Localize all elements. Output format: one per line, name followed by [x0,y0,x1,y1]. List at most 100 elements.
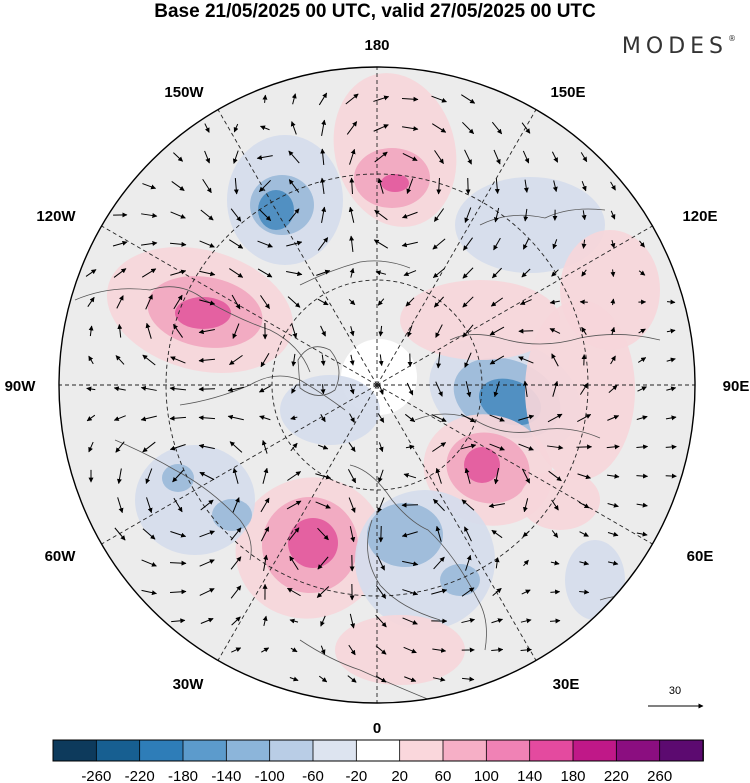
colorbar-segment [529,739,574,762]
wind-vector [490,297,504,307]
wind-vector [316,586,330,598]
map-title: Base 21/05/2025 00 UTC, valid 27/05/2025… [154,1,596,22]
wind-vector [288,208,300,222]
wind-vector [431,588,448,595]
wind-vector [349,354,355,366]
wind-vector [260,526,270,542]
colorbar-segment [615,739,661,762]
wind-vector [348,298,356,306]
wind-vector [316,269,331,276]
anomaly-blob [335,615,465,685]
wind-vector [666,386,677,392]
wind-vector [348,644,356,656]
wind-vector [460,413,476,423]
wind-vector [610,269,616,277]
wind-vector [406,178,414,194]
anomaly-blob [525,300,635,480]
wind-vector [519,299,532,305]
wind-vector [404,413,416,423]
wind-vector [204,150,211,164]
wind-vector [263,554,269,571]
wind-vector [520,647,532,653]
wind-vector [435,324,443,338]
wind-vector [349,526,356,543]
wind-vector [434,150,444,165]
wind-vector [317,444,329,450]
wind-vector [377,298,385,306]
wind-vector [610,181,616,191]
wind-vector [170,531,187,538]
anomaly-blob [258,190,294,230]
wind-vector [349,326,355,337]
wind-vector [610,355,616,365]
wind-vector [377,177,384,194]
wind-vector [581,269,587,277]
colorbar-tick-label: -20 [345,768,367,783]
wind-vector [402,617,418,625]
wind-vector [406,382,414,396]
lon-label-30e: 30E [553,676,580,693]
wind-vector [433,556,445,570]
anomaly-blob [455,177,605,273]
colorbar-segment [52,739,98,762]
wind-vector [289,676,299,682]
wind-vector [552,180,558,192]
colorbar-tick-label: -60 [302,768,324,783]
wind-vector [290,647,298,653]
lon-label-90w: 90W [5,378,37,395]
wind-vector [142,354,156,366]
colorbar-segment [355,739,401,762]
wind-vector [378,383,384,395]
wind-vector [169,560,187,566]
wind-vector [231,647,242,653]
wind-vector [432,442,447,452]
wind-vector [230,556,242,570]
wind-vector [378,325,384,337]
colorbar-segment [225,739,271,762]
wind-vector [523,380,528,397]
wind-vector [491,647,504,653]
wind-vector [577,414,592,422]
meridian-line [217,109,378,386]
wind-vector [227,386,244,393]
wind-vector [169,444,186,451]
wind-vector [173,324,183,338]
wind-vector [229,354,243,366]
wind-vector [291,353,297,367]
wind-vector [489,326,505,336]
wind-vector [461,618,476,624]
wind-vector [547,413,563,423]
anomaly-blob [280,375,380,445]
wind-vector [637,386,647,392]
wind-vector [227,414,244,421]
wind-vector [551,353,559,367]
wind-vector [433,498,445,512]
wind-vector [636,415,648,421]
colorbar-tick-label: 260 [647,768,672,783]
wind-vector [377,497,385,513]
wind-vector [317,298,329,306]
wind-vector [258,209,272,221]
wind-vectors [85,92,677,683]
wind-vector [461,499,475,511]
wind-vector [665,415,677,421]
wind-vector [403,270,417,277]
anomaly-blob [400,280,560,360]
wind-vector [550,589,561,595]
wind-vector [548,470,562,482]
wind-vector [638,270,646,276]
wind-vector [403,473,417,479]
wind-vector [401,502,419,508]
wind-vector [230,527,242,541]
brand-text: MODES [621,34,728,59]
wind-vector [550,560,560,566]
meridian-line [376,225,653,386]
wind-vector [113,415,126,421]
colorbar-tick-label: 20 [391,768,408,783]
wind-vector [321,119,327,136]
wind-vector [117,497,124,514]
wind-vector [169,415,187,421]
wind-vector [636,444,649,450]
wind-vector [431,123,447,133]
wind-vector [113,268,127,278]
